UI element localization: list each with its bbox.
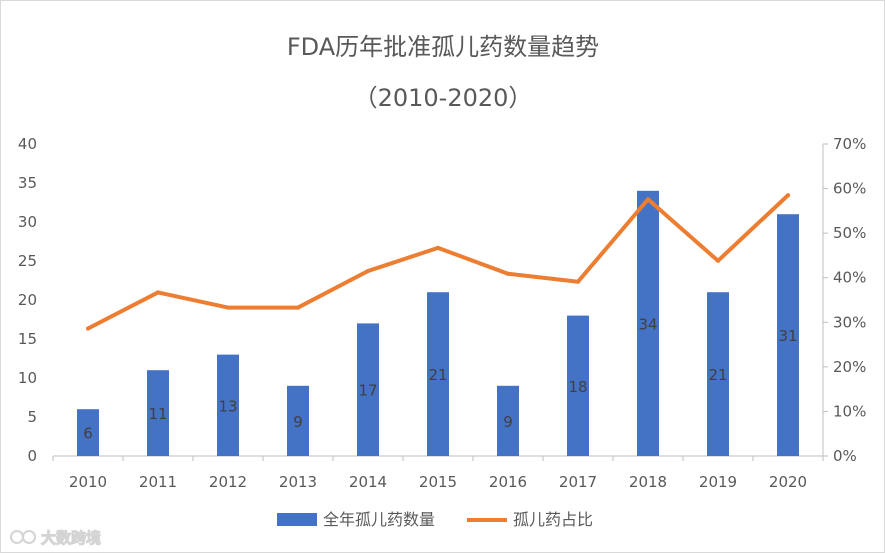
bar	[77, 409, 99, 456]
line-series	[86, 193, 790, 331]
right-tick-label: 40%	[833, 269, 866, 287]
x-tick-label: 2017	[559, 473, 597, 491]
bar	[287, 385, 309, 456]
legend-bar-swatch	[277, 513, 317, 526]
cc-logo-icon	[10, 530, 36, 544]
bar-value-label: 11	[148, 405, 167, 423]
line-point	[436, 245, 440, 250]
bar-value-label: 18	[568, 378, 587, 396]
right-tick-label: 30%	[833, 313, 866, 331]
right-tick-label: 50%	[833, 224, 866, 242]
bar	[637, 190, 659, 457]
legend-bar-label: 全年孤儿药数量	[323, 510, 435, 529]
watermark-text: 大数跨境	[41, 529, 101, 547]
line-point	[786, 193, 790, 198]
x-tick-label: 2012	[209, 473, 247, 491]
bar-value-label: 17	[358, 382, 377, 400]
x-tick-label: 2016	[489, 473, 527, 491]
bar	[567, 315, 589, 456]
x-tick-label: 2010	[69, 473, 107, 491]
line-point	[366, 269, 370, 274]
left-tick-label: 30	[18, 213, 37, 231]
bar-value-label: 9	[293, 413, 303, 431]
bar-value-label: 13	[218, 397, 237, 415]
bar-series	[77, 190, 799, 457]
right-tick-label: 70%	[833, 135, 866, 153]
bar	[777, 214, 799, 456]
bar-value-label: 6	[83, 425, 93, 443]
right-tick-label: 20%	[833, 358, 866, 376]
bar	[497, 385, 519, 456]
watermark: 大数跨境	[10, 529, 102, 548]
bar-value-label: 34	[638, 315, 657, 333]
x-tick-label: 2013	[279, 473, 317, 491]
bar	[357, 323, 379, 456]
bar	[707, 292, 729, 456]
x-tick-label: 2011	[139, 473, 177, 491]
x-tick-label: 2015	[419, 473, 457, 491]
left-tick-label: 10	[18, 369, 37, 387]
right-tick-label: 10%	[833, 402, 866, 420]
left-axis-ticks: 0 5 10 15 20 25 30 35 40	[18, 135, 37, 465]
x-tick-label: 2020	[769, 473, 807, 491]
bar-value-label: 31	[778, 327, 797, 345]
bar	[217, 354, 239, 456]
bar-value-label: 21	[428, 366, 447, 384]
chart-subtitle: （2010-2020）	[354, 84, 533, 112]
left-tick-label: 25	[18, 252, 37, 270]
left-tick-label: 20	[18, 291, 37, 309]
line-point	[296, 305, 300, 310]
bar-value-label: 21	[708, 366, 727, 384]
line-point	[506, 271, 510, 276]
bar-value-label: 9	[503, 413, 513, 431]
line-point	[716, 258, 720, 263]
right-axis-ticks: 0% 10% 20% 30% 40% 50% 60% 70%	[823, 135, 866, 465]
legend: 全年孤儿药数量 孤儿药占比	[277, 510, 593, 529]
line-point	[86, 326, 90, 331]
line-point	[226, 305, 230, 310]
right-tick-label: 0%	[833, 447, 857, 465]
chart-title: FDA历年批准孤儿药数量趋势	[287, 33, 599, 61]
line-point	[576, 279, 580, 284]
x-axis-ticks: 2010 2011 2012 2013 2014 2015 2016 2017 2018 2019…	[52, 456, 824, 491]
right-tick-label: 60%	[833, 180, 866, 198]
x-tick-label: 2014	[349, 473, 387, 491]
left-tick-label: 35	[18, 174, 37, 192]
x-tick-label: 2019	[699, 473, 737, 491]
line-point	[156, 290, 160, 295]
bar	[427, 292, 449, 456]
x-tick-label: 2018	[629, 473, 667, 491]
left-tick-label: 40	[18, 135, 37, 153]
bar-data-labels: 6 11 13 9 17 21 9 18 34 21 31	[83, 315, 797, 442]
left-tick-label: 5	[27, 408, 37, 426]
line-point	[646, 197, 650, 202]
legend-line-label: 孤儿药占比	[513, 510, 593, 529]
left-tick-label: 0	[27, 447, 37, 465]
left-tick-label: 15	[18, 330, 37, 348]
bar	[147, 370, 169, 456]
